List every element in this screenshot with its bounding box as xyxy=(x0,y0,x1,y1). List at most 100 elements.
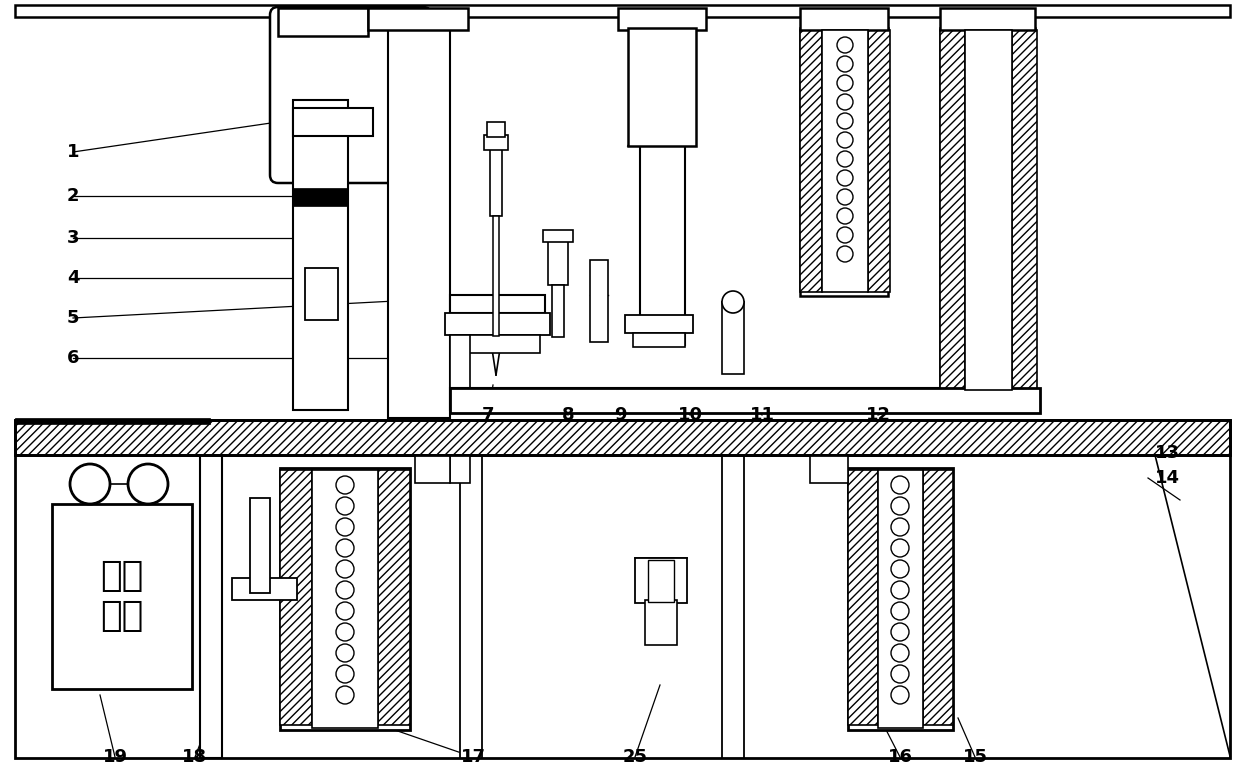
Text: 8: 8 xyxy=(562,406,574,424)
Bar xyxy=(800,28,888,296)
Text: 15: 15 xyxy=(962,748,987,766)
Bar xyxy=(923,470,954,725)
FancyBboxPatch shape xyxy=(270,7,432,183)
Bar xyxy=(278,8,368,36)
Bar xyxy=(293,100,348,410)
Bar xyxy=(627,28,696,146)
Text: 1: 1 xyxy=(67,143,79,161)
Bar xyxy=(484,135,508,150)
Bar xyxy=(450,335,470,390)
Circle shape xyxy=(128,464,167,504)
Bar xyxy=(52,504,192,689)
Bar xyxy=(940,30,965,390)
Text: 19: 19 xyxy=(103,748,128,766)
Bar xyxy=(280,468,410,730)
Bar xyxy=(15,420,1230,455)
Bar xyxy=(280,470,312,725)
Bar xyxy=(312,470,378,728)
Bar xyxy=(15,418,210,424)
Text: 10: 10 xyxy=(677,406,703,424)
Bar xyxy=(548,240,568,285)
Bar xyxy=(722,302,744,374)
Text: 9: 9 xyxy=(614,406,626,424)
Bar xyxy=(800,8,888,30)
Bar xyxy=(15,455,1230,758)
Bar xyxy=(450,388,1040,413)
Bar xyxy=(645,600,677,645)
Bar xyxy=(388,18,450,418)
Circle shape xyxy=(837,208,853,224)
Circle shape xyxy=(892,560,909,578)
Circle shape xyxy=(892,518,909,536)
Circle shape xyxy=(892,644,909,662)
Circle shape xyxy=(69,464,110,504)
Bar xyxy=(250,498,270,593)
Circle shape xyxy=(837,94,853,110)
Bar xyxy=(552,285,564,337)
Circle shape xyxy=(837,151,853,167)
Circle shape xyxy=(336,665,353,683)
Circle shape xyxy=(892,581,909,599)
Circle shape xyxy=(837,132,853,148)
Circle shape xyxy=(892,539,909,557)
Circle shape xyxy=(892,623,909,641)
Text: 送料
装置: 送料 装置 xyxy=(100,559,144,633)
Circle shape xyxy=(837,189,853,205)
Circle shape xyxy=(837,56,853,72)
Circle shape xyxy=(837,113,853,129)
Circle shape xyxy=(336,623,353,641)
Bar xyxy=(625,315,693,333)
Circle shape xyxy=(892,476,909,494)
Bar xyxy=(632,333,684,347)
Circle shape xyxy=(336,497,353,515)
Bar xyxy=(640,145,684,345)
Bar xyxy=(878,470,923,728)
Circle shape xyxy=(336,476,353,494)
Bar xyxy=(200,455,222,758)
Bar xyxy=(868,30,890,292)
Text: 13: 13 xyxy=(1154,444,1180,462)
Circle shape xyxy=(837,37,853,53)
Bar xyxy=(368,8,467,30)
Text: 17: 17 xyxy=(460,748,486,766)
Text: 16: 16 xyxy=(888,748,913,766)
Bar xyxy=(940,8,1035,30)
Bar xyxy=(445,313,551,335)
Bar xyxy=(232,578,298,600)
Text: 7: 7 xyxy=(482,406,495,424)
Bar xyxy=(378,470,410,725)
Bar xyxy=(450,295,546,313)
Circle shape xyxy=(336,518,353,536)
Circle shape xyxy=(336,581,353,599)
Circle shape xyxy=(336,560,353,578)
Text: 2: 2 xyxy=(67,187,79,205)
Text: 18: 18 xyxy=(182,748,207,766)
Text: 12: 12 xyxy=(866,406,890,424)
Text: 6: 6 xyxy=(67,349,79,367)
Bar xyxy=(415,455,450,483)
Circle shape xyxy=(336,644,353,662)
Text: 14: 14 xyxy=(1154,469,1180,487)
Bar xyxy=(810,455,848,483)
Bar xyxy=(293,188,348,206)
Bar xyxy=(15,5,1230,420)
Circle shape xyxy=(892,665,909,683)
Circle shape xyxy=(837,246,853,262)
Circle shape xyxy=(892,497,909,515)
Circle shape xyxy=(892,602,909,620)
Circle shape xyxy=(892,686,909,704)
Bar xyxy=(455,335,539,353)
Circle shape xyxy=(336,602,353,620)
Bar xyxy=(543,230,573,242)
Bar xyxy=(293,108,373,136)
Bar xyxy=(635,558,687,603)
Bar xyxy=(15,5,1230,17)
Bar xyxy=(590,260,608,342)
Bar xyxy=(618,8,706,30)
Text: 4: 4 xyxy=(67,269,79,287)
Text: 11: 11 xyxy=(749,406,775,424)
Circle shape xyxy=(837,170,853,186)
Bar xyxy=(15,420,1230,455)
Bar xyxy=(450,388,999,410)
Bar xyxy=(1012,30,1037,390)
